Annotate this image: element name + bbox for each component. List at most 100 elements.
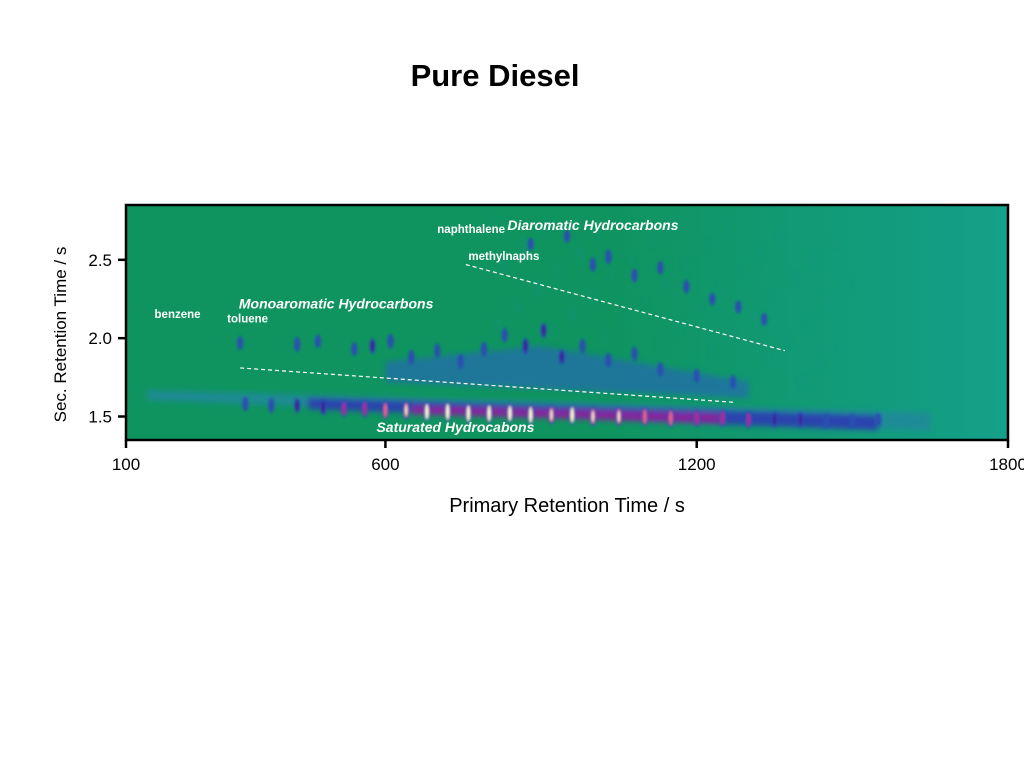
diffuse-streak [523,242,527,255]
annotation-naphthalene: naphthalene [437,224,505,236]
peak-highlight [571,409,574,421]
plot-frame [124,203,1010,442]
peak-core [606,354,611,366]
diffuse-streak [772,290,775,303]
diffuse-streak [812,254,816,267]
diffuse-streak [799,375,802,388]
diffuse-streak [577,249,581,262]
peak-core [541,324,546,337]
peak-core [565,231,569,241]
diffuse-streak [603,331,607,344]
peak-core [668,410,673,426]
annotation-diaromatic-hydrocarbons: Diaromatic Hydrocarbons [507,217,678,233]
peak-core [502,329,507,341]
diffuse-streak [758,247,762,260]
peak-core [523,339,528,353]
peak-highlight [617,411,620,422]
monoaromatic-cloud [385,346,749,398]
diffuse-streak [544,224,547,237]
peak-core [238,337,242,348]
diffuse-streak [624,313,627,326]
peak-core [482,343,486,355]
annotation-methylnaphs: methylnaphs [468,251,539,263]
diffuse-streak [657,338,660,351]
diffuse-streak [738,265,741,278]
chart-title: Pure Diesel [410,58,580,93]
diffuse-streak [718,283,721,296]
peak-core [798,413,803,426]
peak-core [731,377,735,387]
peak-core [383,402,388,418]
diffuse-streak [591,291,594,304]
diffuse-streak [765,351,768,364]
peak-core [746,413,751,427]
peak-highlight [550,409,553,421]
diffuse-streak [806,315,809,328]
peak-core [632,348,637,360]
peak-core [762,314,766,324]
peak-core [876,415,881,425]
divider-line [240,367,736,403]
diffuse-streak [490,217,493,230]
series-diaromatic [527,229,768,326]
peak-core [362,401,367,416]
peak-core [694,370,699,381]
x-tick-label: 1800 [989,455,1024,474]
peak-core [321,400,325,414]
diffuse-streak [503,260,506,273]
diffuse-streak [630,252,634,265]
peak-core [580,340,585,352]
y-tick-label: 2.0 [88,329,112,348]
peak-core [694,411,699,426]
diffuse-streak [833,236,836,249]
peak-core [342,402,346,416]
diffuse-streak [637,356,640,369]
peak-core [458,356,463,368]
monoaromatic-cloud-area [385,346,749,398]
divider-line [465,263,786,352]
annotation-saturated-hydrocabons: Saturated Hydrocabons [376,419,534,435]
peak-core [710,294,715,304]
diffuse-streak [779,229,782,242]
peak-core [606,251,611,263]
diffuse-streak [651,234,654,247]
peak-highlight [405,404,408,416]
peak-core [269,400,274,412]
diffuse-streak [664,277,667,290]
y-axis-label: Sec. Retention Time / s [51,247,70,423]
x-tick-label: 600 [371,455,399,474]
peak-core [388,335,393,347]
series-saturated [242,396,882,429]
peak-core [295,338,300,350]
peak-core [643,409,647,424]
peak-core [352,344,357,355]
diffuse-streak [711,344,714,357]
diffuse-streak [698,301,701,314]
y-tick-label: 2.5 [88,251,112,270]
peak-core [528,239,533,249]
diffuse-streak [571,310,574,323]
annotation-monoaromatic-hydrocarbons: Monoaromatic Hydrocarbons [239,295,434,311]
peak-core [824,415,829,427]
x-tick-label: 1200 [678,455,716,474]
diffuse-streak [839,339,843,352]
peak-core [316,336,320,347]
peak-highlight [425,406,428,418]
peak-core [409,351,414,363]
diffuse-streak [785,333,789,346]
peak-core [658,262,663,273]
peak-core [370,340,375,352]
diffuse-streak [745,369,748,382]
annotation-benzene: benzene [155,309,201,321]
diffuse-streak [550,328,554,341]
peak-highlight [446,405,449,418]
peak-core [736,302,741,312]
diffuse-streak [537,285,540,298]
diffuse-streak [684,259,687,272]
peak-core [560,351,564,363]
peak-core [658,364,663,375]
diffuse-streak [597,227,600,240]
diffuse-streak [517,303,520,316]
diffuse-streak [691,362,694,375]
peak-highlight [591,411,594,422]
